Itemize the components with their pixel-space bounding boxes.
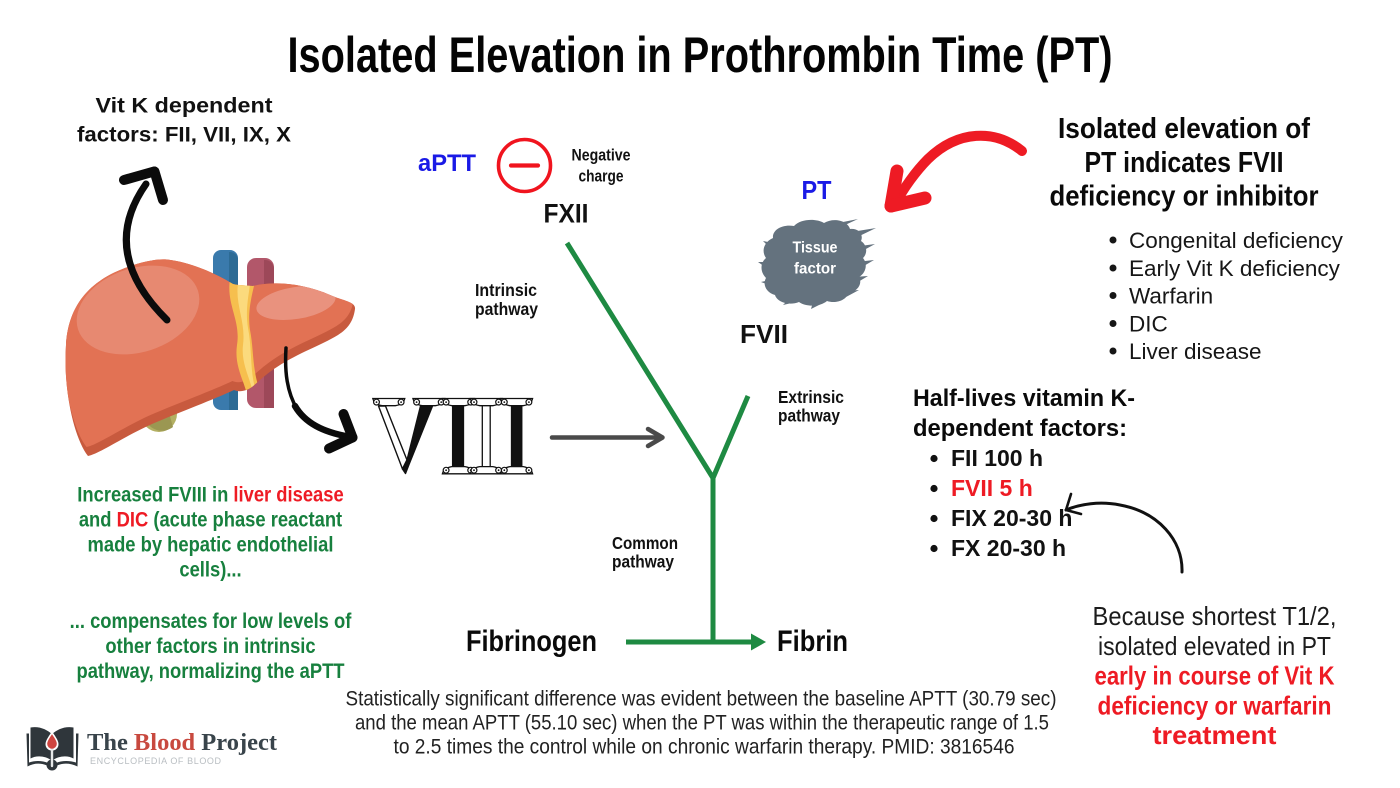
svg-text:made by hepatic endothelial: made by hepatic endothelial [88, 533, 334, 556]
svg-text:Because shortest T1/2,: Because shortest T1/2, [1093, 601, 1337, 631]
svg-text:aPTT: aPTT [418, 150, 476, 177]
svg-text:Intrinsic: Intrinsic [475, 280, 537, 300]
svg-text:pathway, normalizing the aPTT: pathway, normalizing the aPTT [76, 660, 344, 683]
svg-text:other factors in intrinsic: other factors in intrinsic [105, 635, 315, 658]
svg-text:deficiency or warfarin: deficiency or warfarin [1098, 691, 1332, 721]
svg-text:The Blood Project: The Blood Project [87, 730, 277, 756]
svg-text:Warfarin: Warfarin [1129, 284, 1213, 309]
svg-text:cells)...: cells)... [179, 558, 241, 581]
svg-text:PT indicates FVII: PT indicates FVII [1085, 147, 1284, 179]
svg-text:and the mean APTT (55.10 sec): and the mean APTT (55.10 sec) when the P… [355, 711, 1049, 735]
svg-text:charge: charge [579, 167, 624, 186]
svg-text:dependent factors:: dependent factors: [913, 415, 1127, 442]
svg-text:ENCYCLOPEDIA OF BLOOD: ENCYCLOPEDIA OF BLOOD [90, 756, 222, 766]
svg-text:... compensates for low levels: ... compensates for low levels of [70, 610, 352, 633]
svg-text:Half-lives vitamin K-: Half-lives vitamin K- [913, 385, 1135, 412]
svg-text:Isolated elevation of: Isolated elevation of [1058, 113, 1310, 145]
svg-text:pathway: pathway [778, 406, 840, 426]
svg-text:FX 20-30 h: FX 20-30 h [951, 535, 1066, 561]
svg-text:FVII 5 h: FVII 5 h [951, 475, 1033, 501]
svg-text:Early Vit K deficiency: Early Vit K deficiency [1129, 256, 1341, 281]
svg-text:pathway: pathway [612, 552, 674, 572]
svg-text:Liver disease: Liver disease [1129, 339, 1262, 364]
svg-text:FIX 20-30 h: FIX 20-30 h [951, 505, 1072, 531]
svg-text:Common: Common [612, 533, 678, 553]
svg-text:early in course of Vit K: early in course of Vit K [1095, 661, 1335, 691]
svg-text:Fibrinogen: Fibrinogen [466, 625, 597, 658]
svg-text:Increased FVIII in liver disea: Increased FVIII in liver disease [77, 483, 343, 506]
svg-text:factor: factor [794, 261, 836, 278]
svg-text:to 2.5 times the control while: to 2.5 times the control while on chroni… [394, 735, 1015, 759]
svg-text:FII 100 h: FII 100 h [951, 445, 1043, 471]
svg-text:and DIC (acute phase reactant: and DIC (acute phase reactant [79, 508, 343, 531]
svg-text:Congenital deficiency: Congenital deficiency [1129, 228, 1344, 253]
svg-text:pathway: pathway [475, 299, 538, 319]
svg-text:DIC: DIC [1129, 312, 1168, 337]
svg-text:treatment: treatment [1153, 720, 1277, 750]
svg-text:isolated elevated in PT: isolated elevated in PT [1098, 631, 1331, 661]
svg-text:Negative: Negative [572, 146, 631, 165]
svg-text:Vit K dependent: Vit K dependent [96, 95, 273, 118]
svg-text:PT: PT [802, 175, 832, 205]
svg-text:Isolated Elevation in Prothrom: Isolated Elevation in Prothrombin Time (… [288, 27, 1113, 83]
svg-text:Statistically significant diff: Statistically significant difference was… [346, 687, 1057, 711]
svg-text:Extrinsic: Extrinsic [778, 387, 844, 407]
svg-text:deficiency or inhibitor: deficiency or inhibitor [1050, 181, 1319, 213]
svg-text:FVII: FVII [740, 321, 788, 349]
svg-text:Fibrin: Fibrin [777, 625, 848, 658]
svg-text:FXII: FXII [544, 199, 589, 229]
svg-text:Tissue: Tissue [793, 240, 838, 257]
svg-text:factors: FII, VII, IX, X: factors: FII, VII, IX, X [77, 124, 291, 147]
